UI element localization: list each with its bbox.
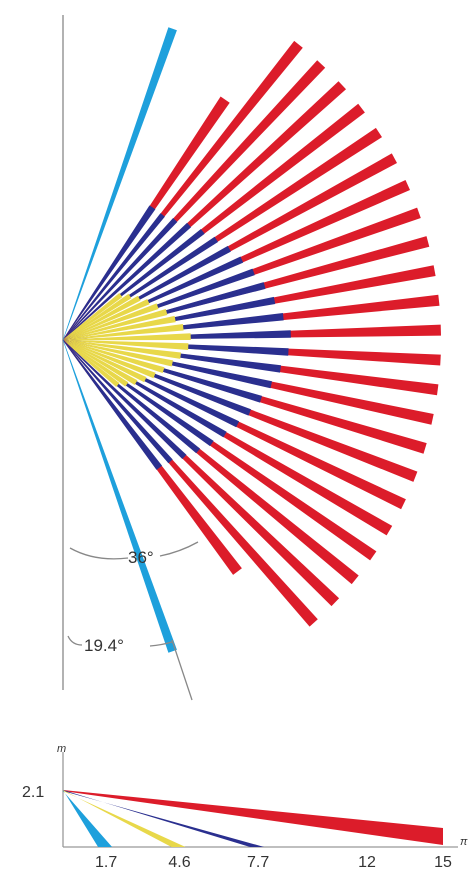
fan-ray-3-navy xyxy=(62,218,178,341)
angle-arc-36-right xyxy=(159,541,199,557)
fan-ray-13-yellow xyxy=(63,333,191,341)
fan-ray-22-yellow xyxy=(62,339,120,387)
mini-x-ticks: 1.7 4.6 7.7 12 15 xyxy=(95,854,452,871)
fan-ray-7-yellow xyxy=(62,295,141,341)
fan-ray-25-navy xyxy=(62,339,163,470)
angle-arc-19-right xyxy=(149,641,173,647)
fan-ray-12-yellow xyxy=(63,324,184,341)
fan-ray-cyan-upper xyxy=(62,27,177,341)
fan-ray-18-yellow xyxy=(62,339,156,379)
fan-ray-2-navy xyxy=(62,213,165,341)
fan-ray-21-yellow xyxy=(62,339,129,387)
fan-ray-24-navy xyxy=(62,339,173,464)
mini-band-15 xyxy=(63,790,443,845)
fan-rays xyxy=(62,27,441,653)
mini-x-tick-5: 15 xyxy=(434,854,452,871)
fan-ray-17-yellow xyxy=(62,339,165,373)
angle-arc-19 xyxy=(67,635,83,646)
angle-label-19: 19.4° xyxy=(84,636,124,655)
mini-bands xyxy=(63,790,443,847)
fan-ray-11-yellow xyxy=(63,315,176,341)
angle-label-36: 36° xyxy=(128,548,154,567)
fan-ray-9-yellow xyxy=(62,303,159,341)
angle-arc-36 xyxy=(69,547,129,560)
mini-x-tick-2: 4.6 xyxy=(168,854,190,871)
mini-x-tick-3: 7.7 xyxy=(247,854,269,871)
fan-ray-4-navy xyxy=(62,222,192,341)
fan-ray-cyan-lower xyxy=(62,339,177,653)
fan-ray-19-yellow xyxy=(62,339,147,383)
fan-ray-16-yellow xyxy=(62,339,173,367)
fan-ray-14-yellow xyxy=(63,339,189,350)
fan-ray-1-navy xyxy=(62,205,156,341)
mini-y-axis-label: m xyxy=(57,743,66,755)
fan-ray-6-yellow xyxy=(62,293,132,341)
fan-ray-5-yellow xyxy=(62,293,123,341)
mini-x-axis-label: π xyxy=(460,836,468,848)
mini-y-tick-label: 2.1 xyxy=(22,784,44,801)
mini-x-tick-1: 1.7 xyxy=(95,854,117,871)
mini-band-1.7 xyxy=(63,790,113,847)
fan-ray-10-yellow xyxy=(62,309,168,341)
mini-plot: 1.7 4.6 7.7 12 15 m π 2.1 xyxy=(22,743,468,871)
fan-ray-15-yellow xyxy=(63,339,181,359)
fan-ray-20-yellow xyxy=(62,339,138,385)
fan-ray-23-navy xyxy=(62,339,187,459)
fan-ray-8-yellow xyxy=(62,299,150,341)
cyan-extension-line xyxy=(171,639,193,701)
mini-x-tick-4: 12 xyxy=(358,854,376,871)
